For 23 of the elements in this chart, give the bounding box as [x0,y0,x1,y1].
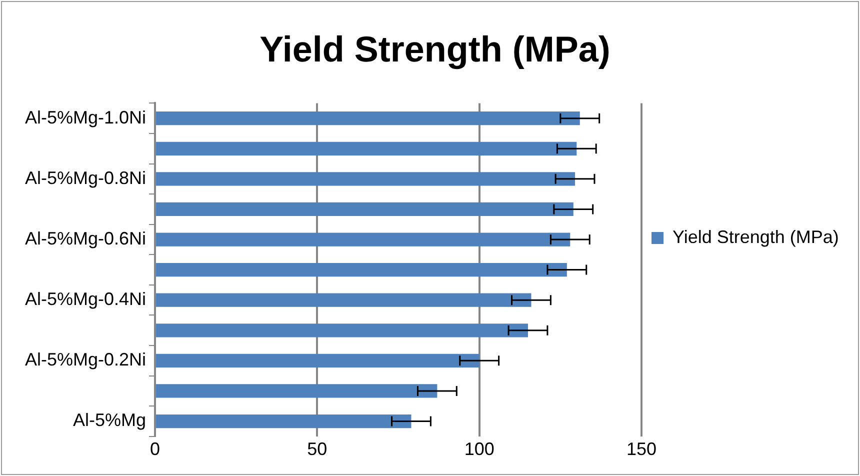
x-tick-label: 50 [307,439,328,460]
bar [156,112,580,126]
bar [156,262,567,277]
x-tick-label: 0 [150,439,160,460]
bar [156,202,574,216]
bar [156,142,577,156]
x-tick-label: 150 [626,439,657,460]
bar [156,384,438,398]
x-tick-label: 100 [464,439,494,460]
y-tick-label: Al-5%Mg-0.6Ni [24,228,146,248]
y-tick-label: Al-5%Mg-1.0Ni [24,107,146,128]
y-tick-label: Al-5%Mg-0.2Ni [24,350,146,370]
bar [156,172,576,186]
chart-title: Yield Strength (MPa) [260,28,610,70]
bar [156,324,528,338]
bar [156,354,480,368]
y-tick-label: Al-5%Mg-0.4Ni [24,289,146,310]
y-tick-label: Al-5%Mg [73,410,146,430]
bar [156,414,412,428]
bar [156,293,532,307]
bar [156,232,570,246]
y-tick-label: Al-5%Mg-0.8Ni [24,168,146,188]
legend-label: Yield Strength (MPa) [672,226,839,247]
